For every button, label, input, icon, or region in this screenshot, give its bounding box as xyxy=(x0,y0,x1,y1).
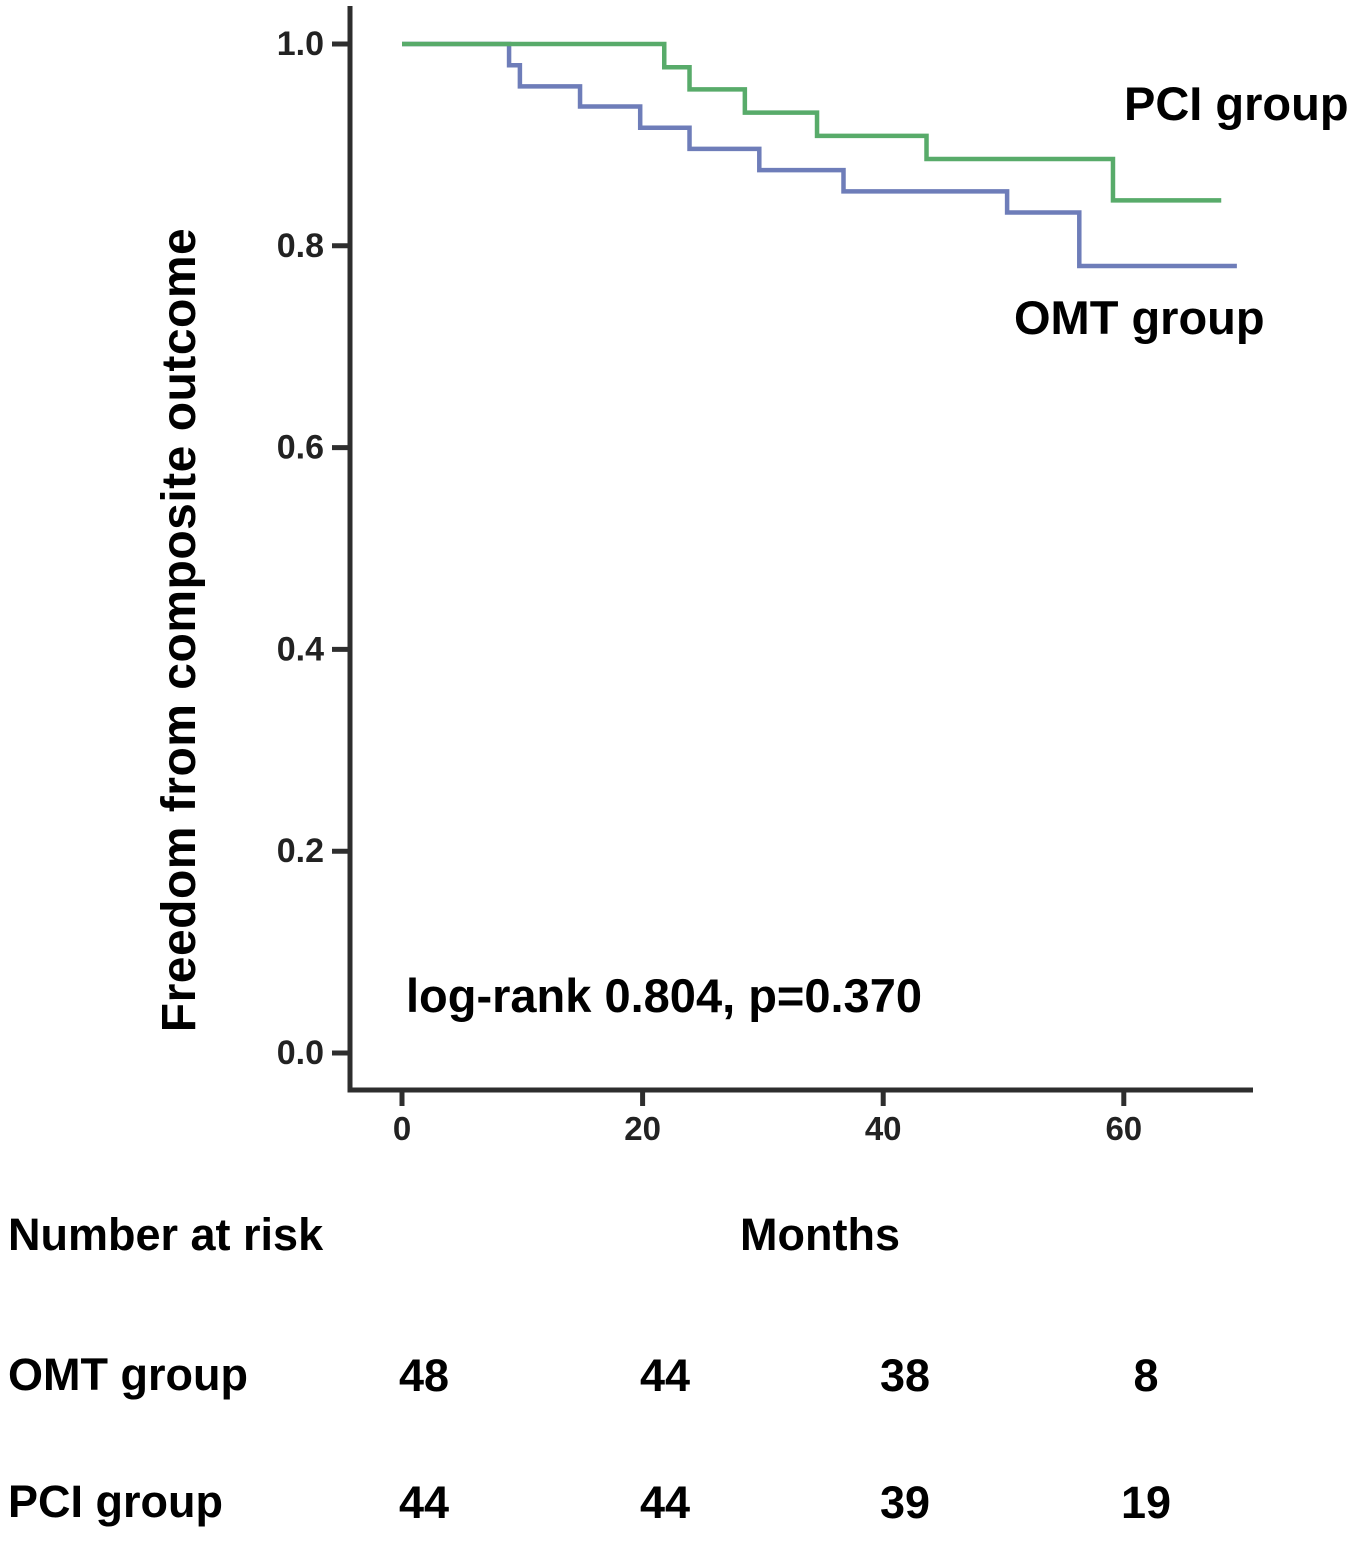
axes xyxy=(347,6,1253,1093)
risk-count: 48 xyxy=(398,1350,450,1401)
x-tick-label: 0 xyxy=(393,1110,411,1147)
risk-count: 38 xyxy=(879,1350,931,1401)
x-tick-label: 60 xyxy=(1105,1110,1142,1147)
risk-count: 19 xyxy=(1120,1477,1172,1528)
number-at-risk-title: Number at risk xyxy=(8,1209,324,1260)
x-tick-label: 40 xyxy=(865,1110,902,1147)
survival-curves xyxy=(402,41,1237,269)
risk-count: 44 xyxy=(639,1350,691,1401)
y-tick-label: 0.2 xyxy=(277,832,324,870)
y-tick-label: 0.4 xyxy=(277,630,324,668)
risk-row-label-pci: PCI group xyxy=(8,1476,223,1527)
survival-curve-omt xyxy=(402,41,1237,269)
y-tick-label: 0.0 xyxy=(277,1034,324,1072)
log-rank-annotation: log-rank 0.804, p=0.370 xyxy=(406,969,922,1022)
y-tick-label: 1.0 xyxy=(277,25,324,63)
x-axis-title: Months xyxy=(740,1209,900,1260)
risk-count: 44 xyxy=(398,1477,450,1528)
x-tick-label: 20 xyxy=(624,1110,661,1147)
omt-group-curve-label: OMT group xyxy=(1014,291,1265,344)
risk-count: 8 xyxy=(1133,1350,1159,1401)
y-tick-label: 0.8 xyxy=(277,227,324,265)
y-axis-ticks: 1.0 0.8 0.6 0.4 0.2 0.0 xyxy=(277,25,352,1072)
risk-row-label-omt: OMT group xyxy=(8,1349,248,1400)
risk-count: 39 xyxy=(879,1477,931,1528)
x-axis-ticks: 0 20 40 60 xyxy=(393,1090,1142,1147)
survival-curve-pci xyxy=(402,41,1222,203)
risk-count: 44 xyxy=(639,1477,691,1528)
y-axis-title: Freedom from composite outcome xyxy=(153,227,206,1033)
pci-group-curve-label: PCI group xyxy=(1124,77,1349,130)
y-tick-label: 0.6 xyxy=(277,429,324,467)
